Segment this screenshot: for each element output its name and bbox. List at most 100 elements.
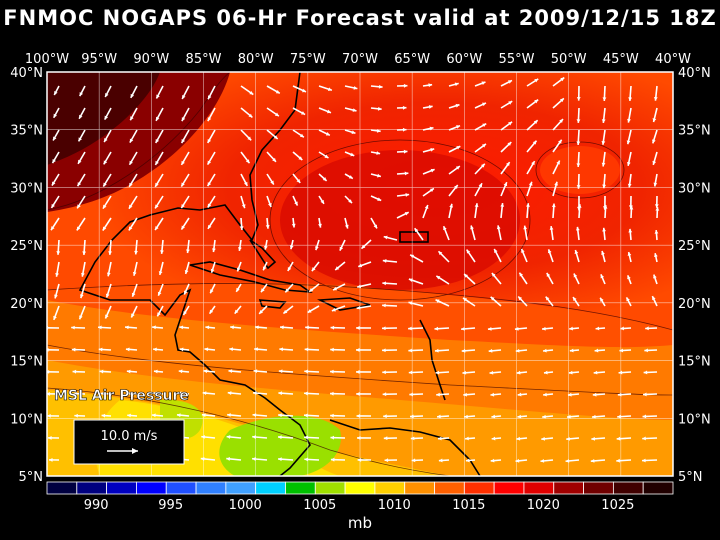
wind-arrow-head [71, 347, 76, 352]
wind-arrow-head [326, 109, 331, 114]
wind-arrow-head [160, 250, 164, 254]
wind-arrow-head [291, 223, 296, 228]
wind-arrow-head [305, 325, 309, 330]
lat-label: 15°N [678, 355, 711, 370]
wind-arrow-head [101, 413, 106, 418]
wind-arrow-head [263, 245, 268, 250]
wind-arrow-head [79, 315, 83, 320]
wind-vectors [47, 76, 660, 463]
wind-arrow-head [507, 80, 512, 84]
wind-arrow-head [424, 204, 429, 209]
wind-arrow-head [569, 348, 574, 353]
wind-arrow-head [278, 457, 282, 462]
wind-arrow-head [455, 166, 460, 170]
wind-arrow-head [559, 119, 564, 123]
lat-label: 20°N [10, 297, 43, 312]
wind-arrow-head [249, 90, 254, 95]
wind-arrow-head [592, 414, 596, 419]
wind-arrow-head [461, 348, 466, 353]
wind-arrow-head [403, 83, 408, 88]
wind-arrow-head [627, 183, 632, 188]
wind-arrow-head [130, 116, 134, 121]
wind-arrow-head [356, 348, 360, 352]
wind-arrow-head [273, 135, 278, 139]
colorbar-swatch [523, 481, 555, 495]
wind-arrow-head [247, 136, 252, 141]
wind-arrow-head [207, 138, 212, 143]
wind-arrow-head [255, 325, 259, 330]
lat-label: 30°N [678, 181, 711, 196]
colorbar-swatch [46, 481, 78, 495]
wind-arrow-head [304, 413, 308, 418]
wind-arrow-head [262, 266, 267, 271]
wind-arrow-head [102, 226, 107, 231]
wind-arrow-head [566, 436, 570, 441]
wind-arrow-head [348, 199, 352, 204]
wind-arrow-head [408, 301, 413, 306]
wind-arrow-head [627, 252, 632, 256]
wind-arrow-head [77, 182, 82, 187]
wind-arrow-head [531, 161, 535, 166]
colorbar-tick-label: 1020 [527, 498, 560, 513]
lat-label: 35°N [678, 124, 711, 139]
wind-arrow-head [528, 181, 533, 186]
wind-arrow-head [126, 369, 131, 374]
wind-arrow-head [620, 326, 624, 331]
wind-arrow-head [125, 347, 130, 352]
lon-label: 80°W [238, 52, 274, 67]
wind-arrow-head [429, 188, 434, 193]
wind-arrow-head [556, 160, 560, 165]
wind-arrow-head [642, 458, 646, 463]
wind-arrow-head [542, 348, 547, 353]
wind-arrow-head [430, 147, 435, 152]
wind-arrow-head [294, 201, 298, 206]
wind-arrow-head [383, 414, 387, 419]
wind-arrow-head [330, 391, 334, 396]
wind-arrow-head [356, 370, 360, 374]
wind-arrow-head [177, 391, 182, 396]
lon-label: 70°W [342, 52, 378, 67]
wind-arrow-head [49, 458, 53, 462]
wind-arrow-head [309, 288, 314, 292]
wind-arrow-head [184, 270, 189, 274]
wind-arrow-head [382, 392, 387, 397]
wind-arrow-head [98, 325, 102, 330]
wind-arrow-head [296, 178, 301, 183]
wind-arrow-head [543, 392, 547, 397]
wind-arrow-head [558, 139, 562, 144]
wind-arrow-head [480, 163, 485, 168]
wind-arrow-head [411, 458, 416, 463]
wind-arrow-head [302, 88, 306, 93]
wind-arrow-head [226, 457, 230, 461]
wind-arrow-head [344, 224, 349, 229]
wind-arrow-head [595, 326, 600, 331]
wind-arrow-head [105, 293, 110, 298]
wind-arrow-head [542, 414, 546, 419]
wind-arrow-head [104, 138, 108, 143]
wind-arrow-head [181, 139, 186, 144]
wind-arrow-head [103, 182, 107, 187]
wind-arrow-head [507, 142, 512, 146]
wind-arrow-head [79, 114, 83, 119]
wind-arrow-head [287, 267, 292, 272]
wind-arrow-head [152, 325, 156, 330]
wind-arrow-head [403, 149, 408, 154]
wind-arrow-head [384, 458, 389, 463]
wind-arrow-head [489, 370, 494, 375]
wind-arrow-head [351, 130, 356, 135]
wind-arrow-head [569, 326, 573, 331]
wind-arrow-head [654, 230, 659, 234]
lat-label: 10°N [10, 412, 43, 427]
wind-arrow-head [202, 391, 207, 396]
wind-arrow-head [435, 299, 440, 303]
wind-arrow-head [252, 435, 256, 439]
wind-arrow-head [176, 413, 181, 418]
wind-arrow-head [298, 156, 303, 161]
colorbar-swatch [285, 481, 316, 495]
wind-arrow-head [254, 347, 258, 352]
wind-arrow-head [482, 102, 487, 107]
wind-arrow-head [434, 348, 439, 353]
wind-arrow-head [181, 204, 185, 209]
wind-arrow-head [402, 127, 407, 132]
wind-arrow-head [153, 347, 157, 352]
